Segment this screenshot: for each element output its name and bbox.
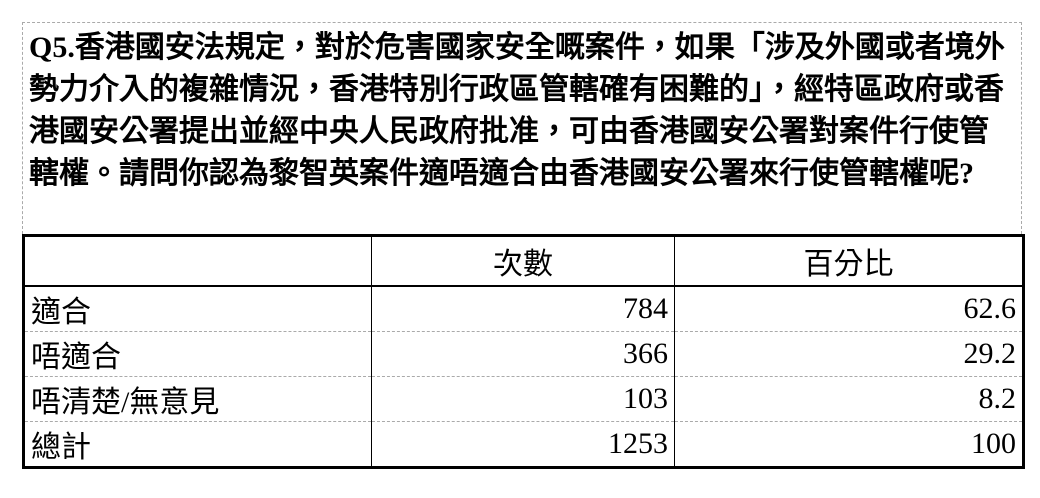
value-cell: 29.2 xyxy=(674,331,1024,377)
value-cell: 1253 xyxy=(371,421,675,468)
header-cell xyxy=(23,235,372,287)
table-row: 唔清楚/無意見 103 8.2 xyxy=(23,376,1024,422)
row-label: 總計 xyxy=(23,421,372,468)
row-label: 適合 xyxy=(23,286,372,332)
question: Q5.香港國安法規定，對於危害國家安全嘅案件，如果「涉及外國或者境外勢力介入的複… xyxy=(22,22,1022,234)
document: Q5.香港國安法規定，對於危害國家安全嘅案件，如果「涉及外國或者境外勢力介入的複… xyxy=(22,22,1025,469)
table-row: 適合 784 62.6 xyxy=(23,286,1024,332)
table-row: 總計 1253 100 xyxy=(23,421,1024,468)
value-cell: 103 xyxy=(371,376,675,422)
value-cell: 784 xyxy=(371,286,675,332)
header-cell: 百分比 xyxy=(674,235,1024,287)
table: 次數 百分比 適合 784 62.6 唔適合 366 29.2 唔清楚/無意見 103 8.2 總… xyxy=(22,234,1025,469)
table-body: 次數 百分比 適合 784 62.6 唔適合 366 29.2 唔清楚/無意見 103 8.2 總… xyxy=(23,235,1024,468)
row-label: 唔清楚/無意見 xyxy=(23,376,372,422)
row-label: 唔適合 xyxy=(23,331,372,377)
header-cell: 次數 xyxy=(371,235,675,287)
value-cell: 100 xyxy=(674,421,1024,468)
header-row: 次數 百分比 xyxy=(23,235,1024,287)
value-cell: 62.6 xyxy=(674,286,1024,332)
table-row: 唔適合 366 29.2 xyxy=(23,331,1024,377)
value-cell: 8.2 xyxy=(674,376,1024,422)
value-cell: 366 xyxy=(371,331,675,377)
